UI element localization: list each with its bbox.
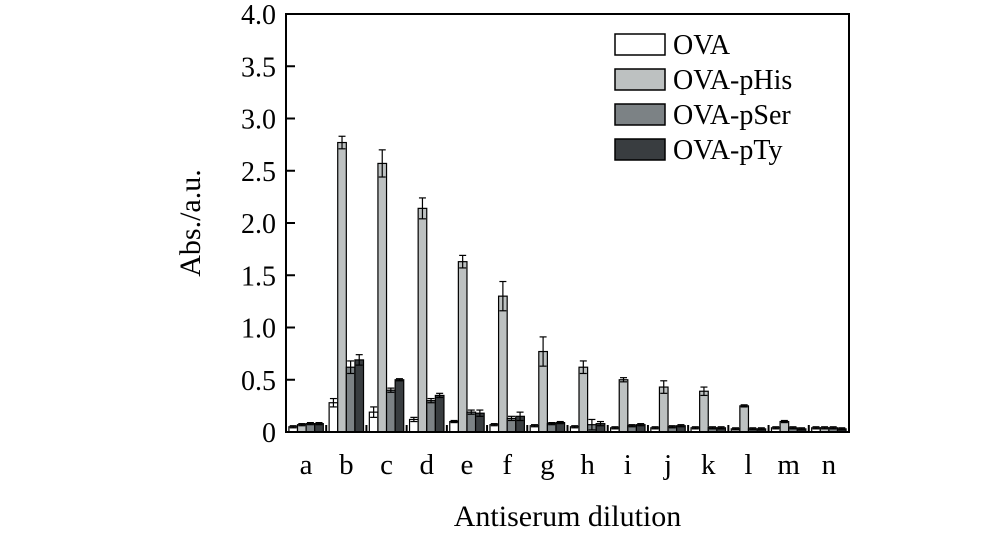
legend: OVA OVA-pHis OVA-pSer OVA-pTy bbox=[614, 30, 792, 166]
legend-swatch bbox=[614, 68, 666, 91]
legend-label: OVA bbox=[673, 30, 731, 61]
x-tick-label: c bbox=[380, 449, 393, 481]
y-tick-label: 3.5 bbox=[241, 52, 276, 83]
legend-swatch bbox=[614, 33, 666, 56]
bar bbox=[466, 411, 477, 433]
bar bbox=[377, 162, 388, 433]
bar bbox=[578, 366, 589, 433]
bar bbox=[337, 141, 347, 433]
bar bbox=[739, 405, 750, 433]
x-tick-label: b bbox=[339, 449, 354, 481]
bar bbox=[345, 366, 356, 433]
x-axis-label: Antiserum dilution bbox=[454, 500, 682, 533]
x-tick-label: e bbox=[461, 449, 474, 481]
y-axis: 0 0.5 1.0 1.5 2.0 2.5 3.0 3.5 4.0 bbox=[241, 0, 295, 449]
legend-swatch bbox=[614, 103, 666, 126]
y-tick-label: 1.5 bbox=[241, 261, 276, 292]
bar bbox=[394, 379, 405, 433]
x-tick-label: j bbox=[663, 449, 672, 481]
bar bbox=[417, 207, 428, 433]
x-tick-label: m bbox=[777, 449, 800, 481]
x-tick-label: a bbox=[300, 449, 313, 481]
y-tick-label: 3.0 bbox=[241, 105, 276, 136]
legend-label: OVA-pSer bbox=[673, 100, 791, 131]
x-tick-label: h bbox=[580, 449, 595, 481]
bar bbox=[385, 389, 396, 433]
x-tick-label: n bbox=[822, 449, 837, 481]
x-tick-label: i bbox=[624, 449, 632, 481]
bar bbox=[618, 379, 629, 433]
x-tick-label: d bbox=[420, 449, 435, 481]
y-tick-label: 0 bbox=[262, 418, 276, 449]
bar bbox=[457, 261, 468, 433]
y-tick-label: 2.5 bbox=[241, 157, 276, 188]
x-tick-label: l bbox=[744, 449, 752, 481]
y-tick-label: 1.0 bbox=[241, 314, 276, 345]
y-tick-label: 4.0 bbox=[241, 0, 276, 31]
y-tick-label: 0.5 bbox=[241, 366, 276, 397]
bars-layer bbox=[288, 141, 847, 433]
error-bars-layer bbox=[289, 135, 846, 431]
x-tick-label: f bbox=[502, 449, 512, 481]
y-tick-label: 2.0 bbox=[241, 209, 276, 240]
x-tick-label: g bbox=[540, 449, 555, 481]
y-axis-label: Abs./a.u. bbox=[174, 169, 207, 277]
legend-label: OVA-pTy bbox=[673, 135, 783, 166]
x-tick-label: k bbox=[701, 449, 716, 481]
bar bbox=[699, 390, 709, 433]
bar bbox=[354, 359, 365, 433]
legend-label: OVA-pHis bbox=[673, 65, 792, 96]
bar bbox=[497, 295, 508, 433]
bar bbox=[426, 400, 436, 433]
bar bbox=[434, 394, 445, 433]
legend-swatch bbox=[614, 138, 666, 161]
